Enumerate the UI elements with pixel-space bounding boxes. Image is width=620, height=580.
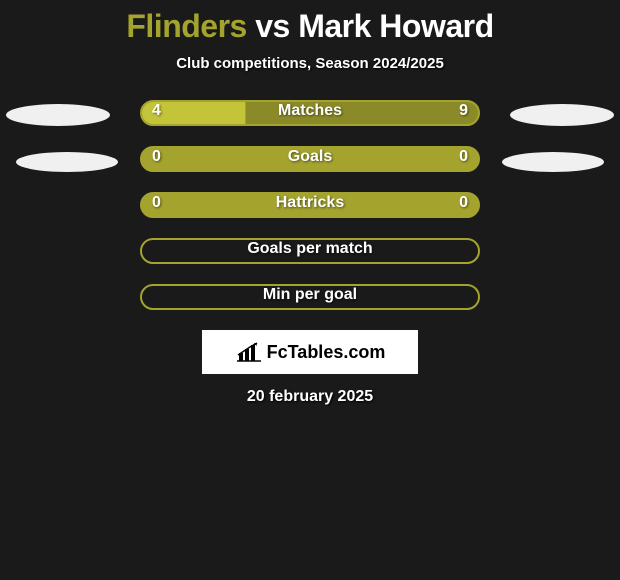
value-left: 0 — [152, 194, 161, 212]
subtitle: Club competitions, Season 2024/2025 — [0, 55, 620, 72]
logo-text: FcTables.com — [267, 342, 386, 363]
avatar-left — [6, 104, 110, 126]
avatar-left — [16, 152, 118, 172]
player2-name: Mark Howard — [298, 8, 493, 44]
comparison-card: Flinders vs Mark Howard Club competition… — [0, 0, 620, 406]
avatar-right — [502, 152, 604, 172]
metric-row: Goals per match — [0, 238, 620, 266]
value-right: 0 — [459, 148, 468, 166]
bar-track — [140, 100, 480, 126]
player1-name: Flinders — [126, 8, 246, 44]
bar-track — [140, 192, 480, 218]
page-title: Flinders vs Mark Howard — [0, 8, 620, 45]
value-left: 4 — [152, 102, 161, 120]
bar-fill-right — [246, 102, 479, 124]
metric-row: Matches49 — [0, 100, 620, 128]
bar-track — [140, 238, 480, 264]
logo-chart-icon — [235, 341, 263, 363]
metric-row: Min per goal — [0, 284, 620, 312]
vs-text: vs — [255, 8, 290, 44]
value-right: 9 — [459, 102, 468, 120]
bar-track — [140, 284, 480, 310]
bar-track — [140, 146, 480, 172]
value-right: 0 — [459, 194, 468, 212]
date-text: 20 february 2025 — [0, 388, 620, 406]
logo-box: FcTables.com — [202, 330, 418, 374]
metric-row: Hattricks00 — [0, 192, 620, 220]
metric-row: Goals00 — [0, 146, 620, 174]
metrics-list: Matches49Goals00Hattricks00Goals per mat… — [0, 100, 620, 312]
value-left: 0 — [152, 148, 161, 166]
avatar-right — [510, 104, 614, 126]
